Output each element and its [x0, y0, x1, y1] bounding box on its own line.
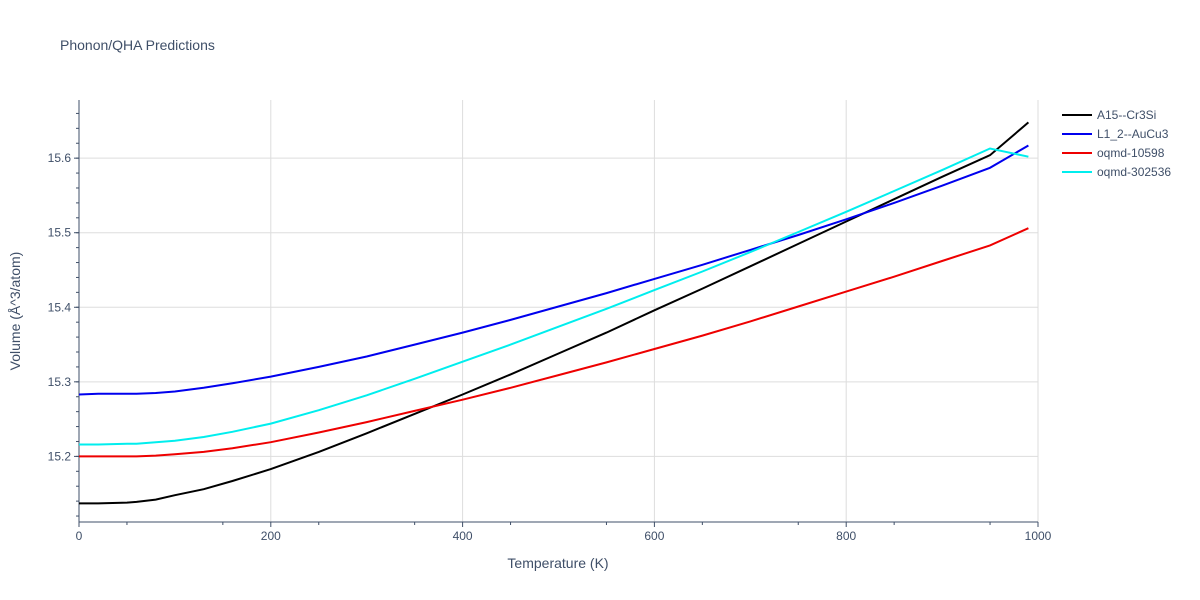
legend-item[interactable]: A15--Cr3Si — [1062, 108, 1156, 122]
x-tick-label: 600 — [644, 529, 664, 543]
series-line-L1_2--AuCu3[interactable] — [78, 144, 1029, 396]
y-tick-label: 15.2 — [48, 449, 72, 463]
series-line-oqmd-10598[interactable] — [79, 227, 1029, 458]
series-line-oqmd-302536[interactable] — [79, 147, 1029, 446]
legend-item[interactable]: oqmd-10598 — [1062, 146, 1165, 160]
x-tick-label: 400 — [453, 529, 473, 543]
y-tick-label: 15.4 — [48, 300, 72, 314]
y-tick-label: 15.5 — [48, 226, 72, 240]
legend-item[interactable]: oqmd-302536 — [1062, 165, 1171, 179]
series-lines — [78, 121, 1030, 505]
x-tick-label: 0 — [76, 529, 83, 543]
legend-label: L1_2--AuCu3 — [1097, 127, 1169, 141]
y-ticks: 15.2 15.3 15.4 15.5 15.6 — [48, 112, 79, 517]
legend-label: oqmd-10598 — [1097, 146, 1165, 160]
legend-item[interactable]: L1_2--AuCu3 — [1062, 127, 1169, 141]
legend[interactable]: A15--Cr3Si L1_2--AuCu3 oqmd-10598 oqmd-3025… — [1062, 108, 1171, 179]
x-tick-label: 200 — [261, 529, 281, 543]
legend-label: A15--Cr3Si — [1097, 108, 1156, 122]
x-ticks: 0 200 400 600 800 1000 — [76, 522, 1052, 543]
x-tick-label: 1000 — [1025, 529, 1052, 543]
axes — [78, 100, 1038, 523]
chart-title: Phonon/QHA Predictions — [60, 37, 215, 53]
x-tick-label: 800 — [836, 529, 856, 543]
series-line-A15--Cr3Si[interactable] — [79, 121, 1030, 505]
x-axis-label: Temperature (K) — [507, 555, 608, 571]
grid — [79, 100, 1039, 522]
y-tick-label: 15.3 — [48, 375, 72, 389]
legend-label: oqmd-302536 — [1097, 165, 1171, 179]
y-tick-label: 15.6 — [48, 151, 72, 165]
y-axis-label: Volume (Å^3/atom) — [7, 252, 23, 371]
